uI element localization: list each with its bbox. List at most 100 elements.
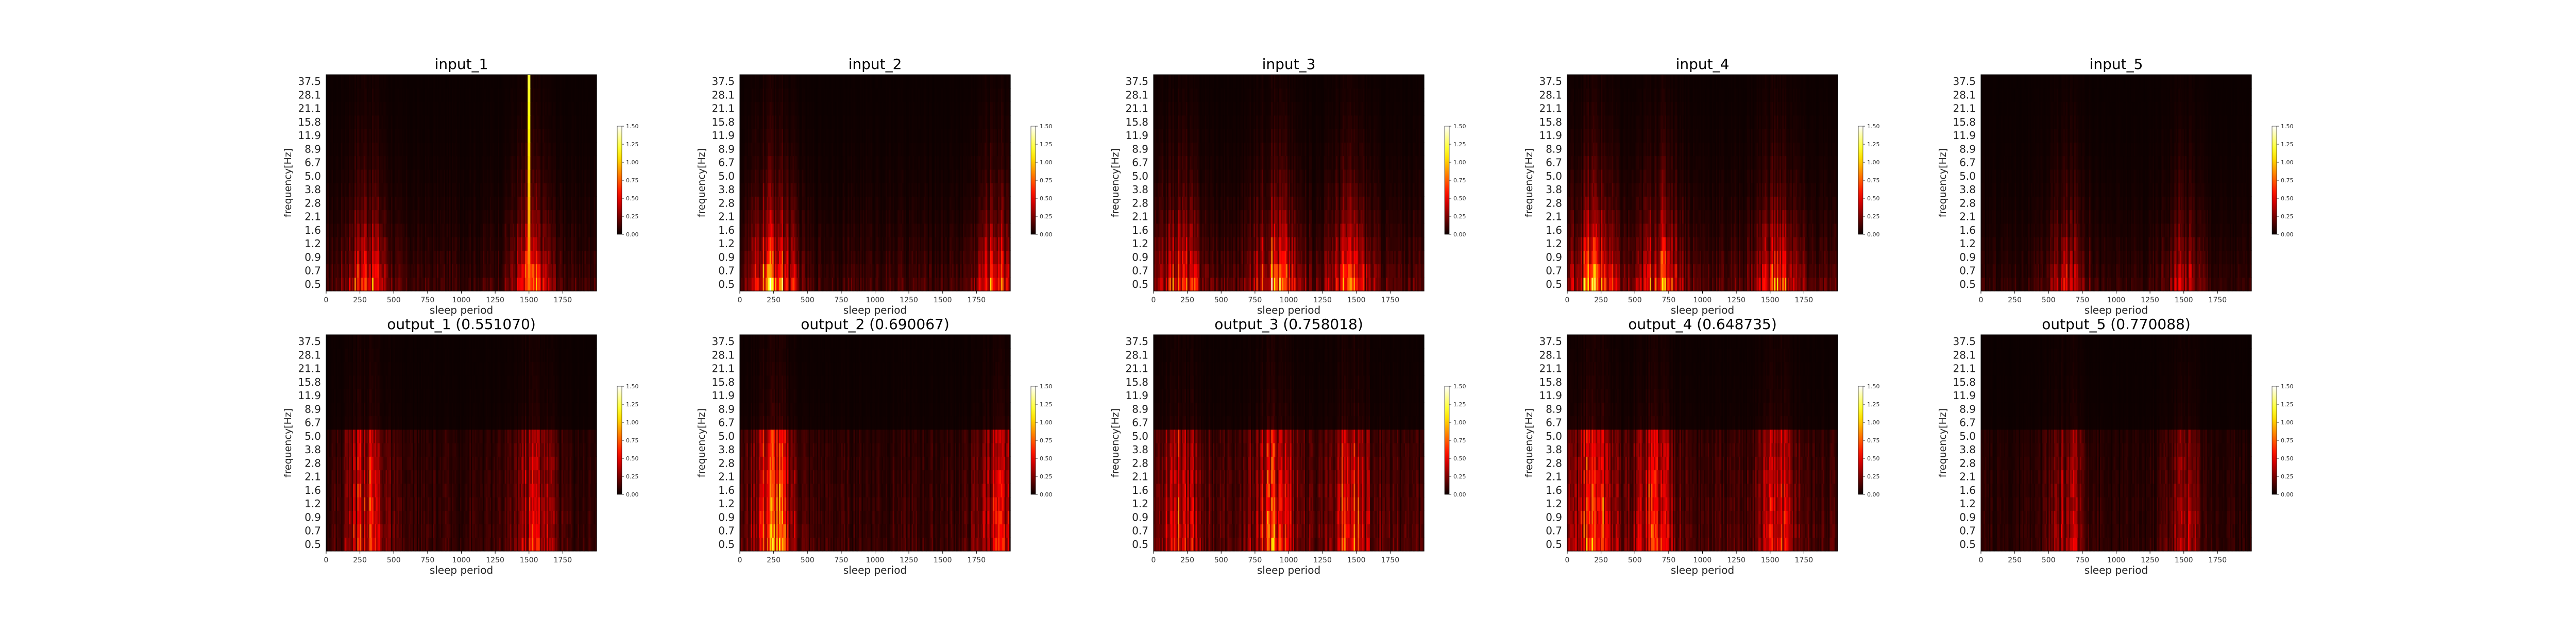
heatmap-cell	[808, 250, 811, 265]
heatmap-cell	[1002, 264, 1004, 278]
heatmap-cell	[366, 115, 368, 129]
heatmap-cell	[480, 237, 482, 251]
heatmap-cell	[583, 156, 585, 170]
heatmap-cell	[488, 196, 490, 211]
heatmap-cell	[379, 129, 381, 143]
heatmap-cell	[567, 101, 569, 116]
heatmap-cell	[549, 156, 551, 170]
heatmap-cell	[803, 250, 805, 265]
heatmap-cell	[369, 237, 371, 251]
heatmap-cell	[435, 88, 437, 102]
heatmap-cell	[345, 237, 347, 251]
heatmap-cell	[582, 277, 584, 291]
heatmap-cell	[349, 115, 351, 129]
heatmap-cell	[879, 169, 881, 183]
heatmap-cell	[591, 237, 593, 251]
heatmap-cell	[864, 237, 866, 251]
heatmap-cell	[469, 264, 471, 278]
heatmap-cell	[500, 75, 502, 89]
heatmap-cell	[866, 223, 868, 237]
heatmap-cell	[384, 142, 386, 157]
heatmap-cell	[955, 196, 957, 211]
heatmap-cell	[788, 210, 790, 224]
heatmap-cell	[492, 115, 495, 129]
heatmap-cell	[377, 264, 379, 278]
heatmap-cell	[364, 101, 366, 116]
heatmap-cell	[803, 277, 805, 291]
heatmap-cell	[902, 210, 904, 224]
heatmap-cell	[502, 210, 504, 224]
heatmap-cell	[427, 277, 430, 291]
heatmap-cell	[494, 183, 496, 197]
heatmap-cell	[383, 88, 385, 102]
heatmap-cell	[368, 129, 370, 143]
heatmap-cell	[380, 156, 382, 170]
heatmap-cell	[545, 210, 547, 224]
heatmap-cell	[463, 88, 465, 102]
heatmap-cell	[423, 183, 426, 197]
heatmap-cell	[429, 196, 431, 211]
heatmap-cell	[468, 264, 470, 278]
heatmap-cell	[518, 88, 520, 102]
heatmap-cell	[467, 88, 469, 102]
heatmap-cell	[524, 88, 527, 102]
heatmap-cell	[534, 156, 536, 170]
heatmap-cell	[902, 196, 904, 211]
heatmap-cell	[807, 250, 809, 265]
heatmap-cell	[391, 237, 393, 251]
heatmap-cell	[841, 250, 843, 265]
heatmap-cell	[948, 237, 950, 251]
heatmap-cell	[449, 210, 451, 224]
heatmap-cell	[444, 75, 446, 89]
heatmap-cell	[740, 264, 742, 278]
heatmap-cell	[586, 169, 588, 183]
heatmap-cell	[989, 223, 991, 237]
heatmap-cell	[502, 183, 504, 197]
heatmap-cell	[942, 210, 944, 224]
heatmap-cell	[905, 264, 907, 278]
heatmap-cell	[457, 115, 459, 129]
heatmap-cell	[498, 101, 500, 116]
heatmap-cell	[450, 210, 452, 224]
heatmap-cell	[1007, 264, 1009, 278]
heatmap-cell	[523, 237, 526, 251]
heatmap-cell	[530, 237, 532, 251]
heatmap-cell	[842, 183, 844, 197]
heatmap-cell	[327, 142, 329, 157]
heatmap-cell	[907, 223, 909, 237]
heatmap-cell	[742, 264, 744, 278]
heatmap-cell	[345, 129, 347, 143]
heatmap-cell	[535, 169, 538, 183]
heatmap-cell	[372, 223, 374, 237]
heatmap-cell	[873, 169, 876, 183]
heatmap-cell	[580, 88, 582, 102]
heatmap-cell	[491, 196, 493, 211]
heatmap-cell	[985, 277, 987, 291]
heatmap-cell	[510, 264, 512, 278]
heatmap-cell	[481, 129, 484, 143]
heatmap-cell	[588, 210, 590, 224]
heatmap-cell	[375, 264, 377, 278]
heatmap-cell	[335, 196, 337, 211]
heatmap-cell	[357, 156, 359, 170]
heatmap-cell	[351, 210, 354, 224]
heatmap-cell	[380, 169, 382, 183]
heatmap-cell	[951, 250, 953, 265]
heatmap-cell	[771, 223, 773, 237]
heatmap-cell	[901, 223, 903, 237]
heatmap-cell	[584, 115, 586, 129]
heatmap-cell	[518, 196, 520, 211]
heatmap-cell	[422, 169, 424, 183]
heatmap-cell	[494, 250, 496, 265]
heatmap-cell	[467, 210, 469, 224]
heatmap-cell	[832, 210, 834, 224]
heatmap-cell	[558, 264, 561, 278]
heatmap-cell	[861, 183, 863, 197]
heatmap-cell	[510, 88, 512, 102]
heatmap-cell	[448, 223, 450, 237]
heatmap-cell	[483, 277, 485, 291]
heatmap-cell	[886, 277, 888, 291]
heatmap-cell	[565, 75, 567, 89]
heatmap-cell	[495, 183, 497, 197]
heatmap-cell	[484, 277, 486, 291]
